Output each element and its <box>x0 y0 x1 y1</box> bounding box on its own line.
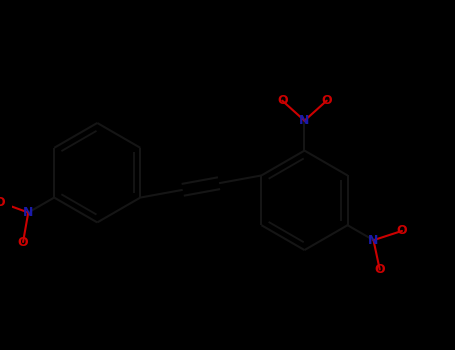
Text: O: O <box>18 236 28 248</box>
Text: N: N <box>23 206 34 219</box>
Text: N: N <box>299 114 310 127</box>
Text: O: O <box>374 263 385 276</box>
Text: O: O <box>277 94 288 107</box>
Text: N: N <box>368 234 379 247</box>
Text: O: O <box>397 224 407 237</box>
Text: O: O <box>321 94 332 107</box>
Text: O: O <box>0 196 5 209</box>
